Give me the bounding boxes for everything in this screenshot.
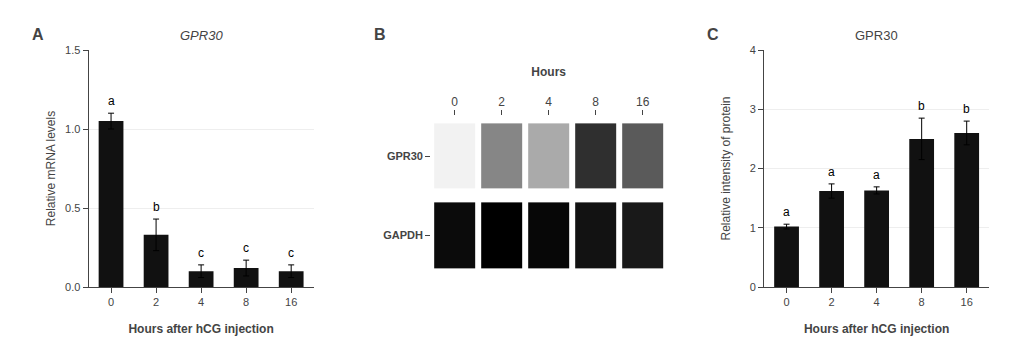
svg-text:16: 16 <box>636 95 650 109</box>
svg-text:0.0: 0.0 <box>65 281 80 293</box>
svg-text:Hours after hCG injection: Hours after hCG injection <box>804 322 949 336</box>
svg-text:a: a <box>783 205 790 219</box>
svg-text:GPR30: GPR30 <box>855 28 898 43</box>
svg-text:b: b <box>153 200 160 214</box>
svg-text:8: 8 <box>243 296 249 308</box>
svg-text:C: C <box>707 26 719 43</box>
svg-text:2: 2 <box>153 296 159 308</box>
svg-text:4: 4 <box>874 296 880 308</box>
svg-text:b: b <box>918 99 925 113</box>
svg-text:0.5: 0.5 <box>65 202 80 214</box>
svg-text:GPR30: GPR30 <box>180 28 223 43</box>
svg-text:GPR30: GPR30 <box>387 150 423 162</box>
svg-text:c: c <box>243 241 249 255</box>
svg-text:a: a <box>828 165 835 179</box>
svg-text:3: 3 <box>750 103 756 115</box>
svg-text:1.0: 1.0 <box>65 123 80 135</box>
svg-text:4: 4 <box>545 95 552 109</box>
svg-text:2: 2 <box>498 95 505 109</box>
svg-text:A: A <box>32 26 44 43</box>
svg-text:16: 16 <box>961 296 973 308</box>
svg-text:Relative intensity of protein: Relative intensity of protein <box>719 96 733 240</box>
svg-text:0: 0 <box>108 296 114 308</box>
svg-text:0: 0 <box>451 95 458 109</box>
svg-text:2: 2 <box>829 296 835 308</box>
svg-text:GAPDH: GAPDH <box>383 229 423 241</box>
svg-text:b: b <box>963 102 970 116</box>
svg-text:2: 2 <box>750 162 756 174</box>
svg-text:c: c <box>198 246 204 260</box>
svg-text:c: c <box>288 246 294 260</box>
svg-text:1.5: 1.5 <box>65 44 80 56</box>
svg-text:Hours: Hours <box>531 65 566 79</box>
svg-text:1: 1 <box>750 222 756 234</box>
svg-text:B: B <box>374 26 386 43</box>
svg-text:0: 0 <box>750 281 756 293</box>
svg-text:0: 0 <box>783 296 789 308</box>
svg-text:4: 4 <box>750 44 756 56</box>
svg-text:Relative mRNA levels: Relative mRNA levels <box>44 111 58 226</box>
svg-text:16: 16 <box>285 296 297 308</box>
svg-text:a: a <box>873 168 880 182</box>
svg-text:4: 4 <box>198 296 204 308</box>
svg-text:8: 8 <box>919 296 925 308</box>
svg-text:8: 8 <box>592 95 599 109</box>
svg-text:a: a <box>108 94 115 108</box>
svg-text:Hours after hCG injection: Hours after hCG injection <box>128 322 273 336</box>
